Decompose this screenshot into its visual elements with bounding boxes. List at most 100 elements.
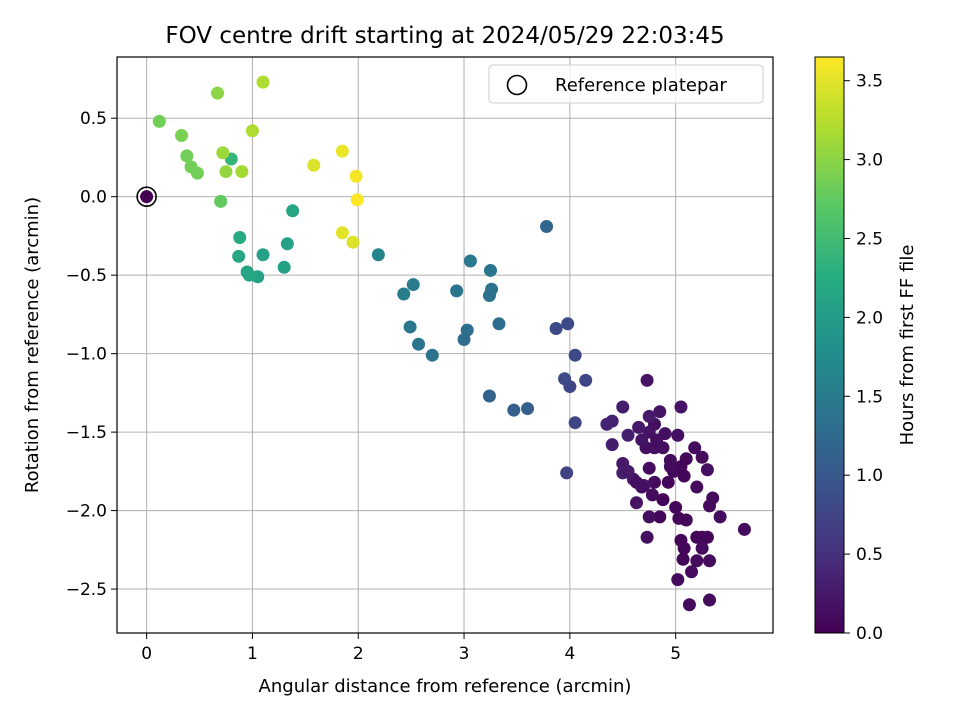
x-axis-ticks: 0 1 2 3 4 5 bbox=[141, 633, 681, 664]
data-point bbox=[679, 452, 693, 466]
y-tick-label: −2.0 bbox=[66, 502, 107, 522]
data-point bbox=[621, 464, 635, 478]
data-point bbox=[621, 428, 635, 442]
data-point bbox=[630, 475, 644, 489]
data-point bbox=[184, 160, 198, 174]
data-point bbox=[216, 146, 230, 160]
data-point bbox=[175, 128, 189, 142]
reference-platepar-marker bbox=[136, 186, 157, 207]
data-point bbox=[647, 475, 661, 489]
data-point bbox=[682, 598, 696, 612]
x-tick-label: 2 bbox=[353, 644, 364, 664]
data-point bbox=[450, 284, 464, 298]
data-point bbox=[671, 573, 685, 587]
x-tick-label: 5 bbox=[670, 644, 681, 664]
data-point bbox=[232, 249, 246, 263]
data-point bbox=[690, 480, 704, 494]
data-point bbox=[406, 278, 420, 292]
data-point bbox=[671, 428, 685, 442]
data-point bbox=[307, 158, 321, 172]
data-point bbox=[561, 317, 575, 331]
data-point bbox=[211, 86, 225, 100]
data-point bbox=[676, 552, 690, 566]
data-point bbox=[507, 403, 521, 417]
data-point bbox=[214, 194, 228, 208]
y-axis-label: Rotation from reference (arcmin) bbox=[22, 197, 43, 493]
x-tick-label: 3 bbox=[459, 644, 470, 664]
data-point bbox=[568, 416, 582, 430]
data-point bbox=[661, 475, 675, 489]
data-point bbox=[672, 511, 686, 525]
data-point bbox=[674, 400, 688, 414]
data-point bbox=[579, 373, 593, 387]
data-points bbox=[140, 75, 751, 612]
colorbar-tick-label: 2.5 bbox=[856, 229, 883, 249]
data-point bbox=[645, 488, 659, 502]
x-tick-label: 4 bbox=[564, 644, 575, 664]
colorbar-ticks: 0.0 0.5 1.0 1.5 2.0 2.5 3.0 3.5 bbox=[844, 72, 883, 644]
data-point bbox=[346, 235, 360, 249]
data-point bbox=[235, 165, 249, 179]
data-point bbox=[280, 237, 294, 251]
data-point bbox=[256, 75, 270, 89]
data-point bbox=[685, 565, 699, 579]
legend-marker bbox=[506, 74, 528, 96]
data-point bbox=[632, 420, 646, 434]
grid-lines bbox=[117, 57, 773, 633]
data-point bbox=[690, 530, 704, 544]
data-point bbox=[482, 289, 496, 303]
data-point bbox=[371, 248, 385, 262]
legend-box bbox=[488, 64, 764, 104]
data-point bbox=[640, 530, 654, 544]
data-point bbox=[277, 260, 291, 274]
x-axis-label: Angular distance from reference (arcmin) bbox=[259, 676, 632, 697]
data-point bbox=[286, 204, 300, 218]
data-point bbox=[642, 510, 656, 524]
data-point bbox=[335, 226, 349, 240]
data-point bbox=[703, 593, 717, 607]
colorbar-tick-label: 1.0 bbox=[856, 466, 883, 486]
data-point bbox=[640, 373, 654, 387]
data-point bbox=[180, 149, 194, 163]
data-point bbox=[605, 438, 619, 452]
data-point bbox=[256, 248, 270, 262]
data-point bbox=[703, 499, 717, 513]
data-point bbox=[695, 541, 709, 555]
reference-marker bbox=[136, 186, 157, 207]
data-point bbox=[695, 450, 709, 464]
data-point bbox=[653, 405, 667, 419]
data-point bbox=[677, 541, 691, 555]
data-point bbox=[425, 348, 439, 362]
data-point bbox=[242, 268, 256, 282]
y-tick-label: 0.0 bbox=[80, 188, 107, 208]
plot-frame bbox=[116, 56, 774, 634]
colorbar-tick-label: 1.5 bbox=[856, 387, 883, 407]
chart-title: FOV centre drift starting at 2024/05/29 … bbox=[165, 23, 724, 49]
data-point bbox=[688, 441, 702, 455]
data-point bbox=[690, 554, 704, 568]
data-point bbox=[412, 337, 426, 351]
legend-entry: Reference platepar bbox=[555, 75, 727, 96]
colorbar-tick-label: 3.0 bbox=[856, 151, 883, 171]
colorbar-gradient bbox=[814, 56, 845, 634]
data-point bbox=[560, 466, 574, 480]
data-point bbox=[650, 433, 664, 447]
data-point bbox=[663, 460, 677, 474]
colorbar-tick-label: 3.5 bbox=[856, 72, 883, 92]
data-point bbox=[335, 144, 349, 158]
data-point bbox=[600, 417, 614, 431]
data-point bbox=[700, 463, 714, 477]
data-point bbox=[642, 409, 656, 423]
data-point bbox=[403, 320, 417, 334]
y-tick-label: 0.5 bbox=[80, 109, 107, 129]
data-point bbox=[521, 402, 535, 416]
data-point bbox=[558, 372, 572, 386]
data-point bbox=[457, 333, 471, 347]
data-point bbox=[233, 230, 247, 244]
data-point bbox=[140, 190, 154, 204]
y-tick-label: −2.5 bbox=[66, 580, 107, 600]
colorbar: 0.0 0.5 1.0 1.5 2.0 2.5 3.0 3.5 Hours from firs… bbox=[814, 56, 918, 644]
data-point bbox=[703, 554, 717, 568]
data-point bbox=[713, 510, 727, 524]
